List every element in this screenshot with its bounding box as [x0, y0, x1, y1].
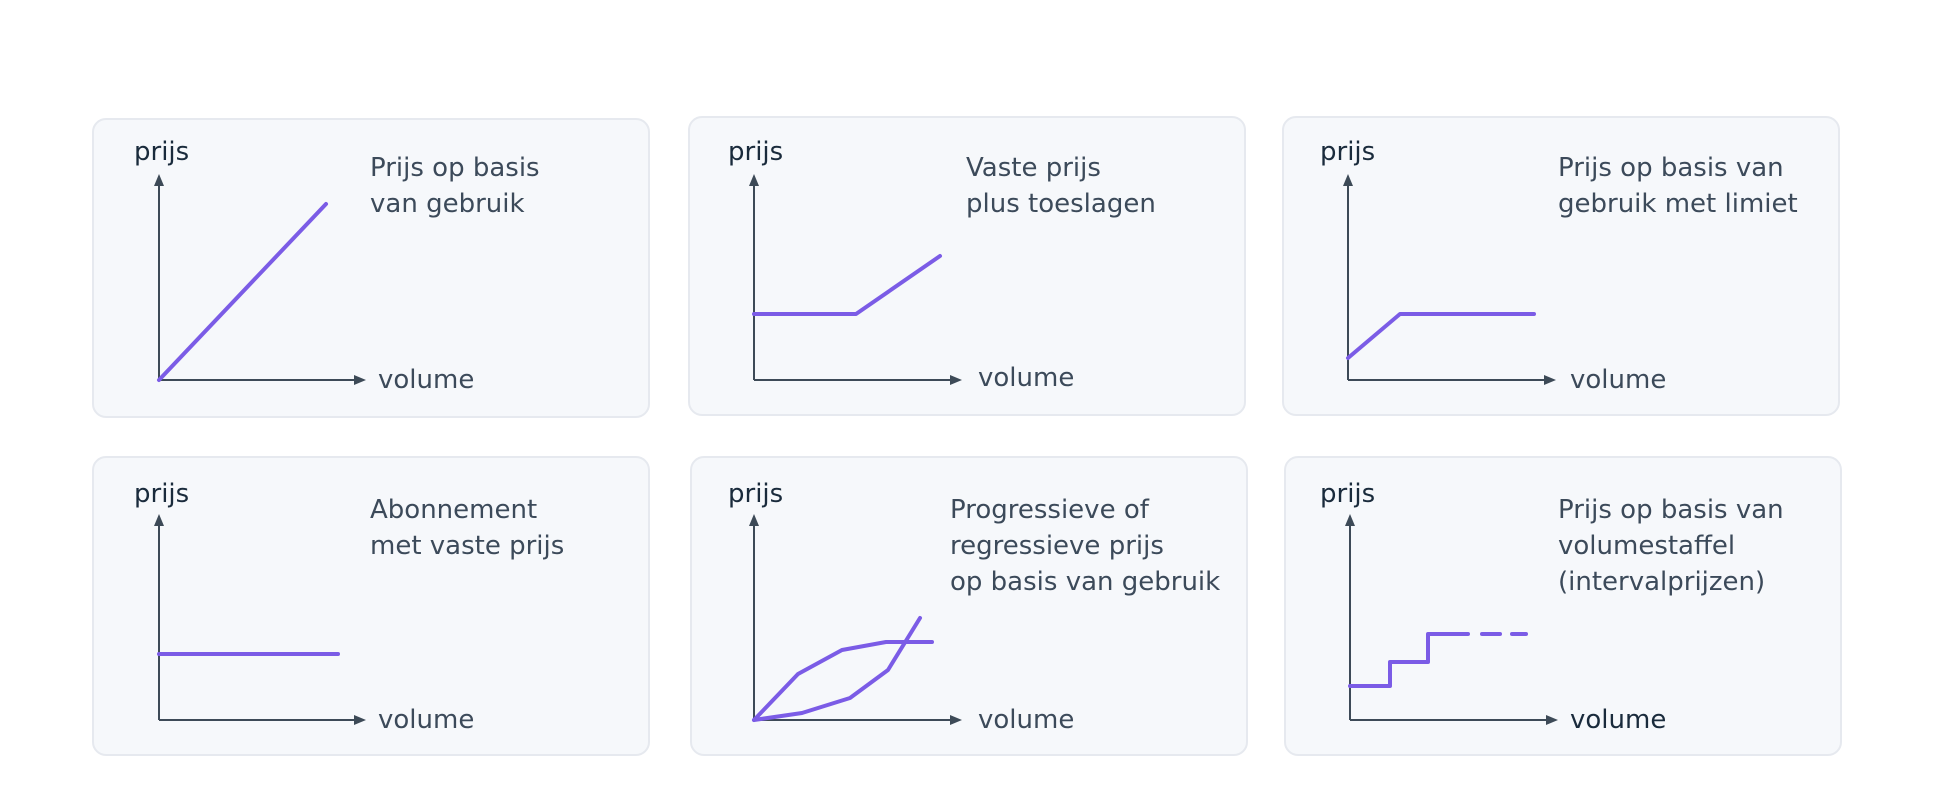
x-axis-label: volume [1570, 365, 1667, 395]
card-usage-with-cap: prijs Prijs op basis van gebruik met lim… [1282, 116, 1840, 416]
card-fixed-plus-surcharges: prijs Vaste prijs plus toeslagen volume [688, 116, 1246, 416]
progressive-curve [752, 616, 922, 722]
card-title-line: Prijs op basis [370, 153, 540, 183]
x-axis-arrow [354, 375, 366, 385]
card-title-line: Prijs op basis van [1558, 153, 1784, 183]
card-subscription-flat: prijs Abonnement met vaste prijs volume [92, 456, 650, 756]
mini-chart [749, 514, 962, 725]
y-axis-arrow [1345, 514, 1355, 526]
y-axis-arrow [1343, 174, 1353, 186]
card-title-line: Prijs op basis van [1558, 495, 1784, 525]
x-axis-label: volume [1570, 705, 1667, 735]
card-title: Prijs op basis van volumestaffel (interv… [1558, 492, 1784, 600]
y-axis-arrow [154, 174, 164, 186]
x-axis-arrow [950, 715, 962, 725]
price-curve [1346, 312, 1536, 360]
mini-chart [1345, 514, 1558, 725]
price-curve [157, 202, 328, 382]
card-title: Prijs op basis van gebruik met limiet [1558, 150, 1798, 222]
mini-chart [154, 174, 366, 385]
y-axis-arrow [749, 174, 759, 186]
card-title-line: volumestaffel [1558, 531, 1736, 561]
x-axis-arrow [354, 715, 366, 725]
y-axis-arrow [154, 514, 164, 526]
y-axis-label: prijs [134, 137, 190, 167]
mini-chart [749, 174, 962, 385]
x-axis-label: volume [978, 363, 1075, 393]
card-volume-tiers: prijs Prijs op basis van volumestaffel (… [1284, 456, 1842, 756]
tier-steps [1348, 632, 1470, 688]
y-axis-label: prijs [134, 479, 190, 509]
card-usage-based: prijs Prijs op basis van gebruik volume [92, 118, 650, 418]
card-title-line: Vaste prijs [966, 153, 1101, 183]
card-title-line: met vaste prijs [370, 531, 565, 561]
y-axis-label: prijs [728, 479, 784, 509]
mini-chart [1343, 174, 1556, 385]
x-axis-label: volume [378, 705, 475, 735]
card-title-line: op basis van gebruik [950, 567, 1221, 597]
x-axis-arrow [950, 375, 962, 385]
card-title: Progressieve of regressieve prijs op bas… [950, 492, 1220, 600]
y-axis-label: prijs [1320, 137, 1376, 167]
card-title-line: Abonnement [370, 495, 538, 525]
x-axis-arrow [1546, 715, 1558, 725]
card-title-line: plus toeslagen [966, 189, 1156, 219]
y-axis-label: prijs [728, 137, 784, 167]
y-axis-label: prijs [1320, 479, 1376, 509]
card-title: Vaste prijs plus toeslagen [966, 150, 1156, 222]
card-progressive-regressive: prijs Progressieve of regressieve prijs … [690, 456, 1248, 756]
card-title-line: (intervalprijzen) [1558, 567, 1766, 597]
x-axis-arrow [1544, 375, 1556, 385]
card-title: Prijs op basis van gebruik [370, 150, 540, 222]
card-title-line: Progressieve of [950, 495, 1149, 525]
x-axis-label: volume [378, 365, 475, 395]
mini-chart [154, 514, 366, 725]
y-axis-arrow [749, 514, 759, 526]
regressive-curve [752, 640, 934, 722]
card-title-line: gebruik met limiet [1558, 189, 1798, 219]
x-axis-label: volume [978, 705, 1075, 735]
card-title-line: van gebruik [370, 189, 525, 219]
card-title-line: regressieve prijs [950, 531, 1164, 561]
card-title: Abonnement met vaste prijs [370, 492, 564, 564]
price-curve [752, 254, 942, 316]
